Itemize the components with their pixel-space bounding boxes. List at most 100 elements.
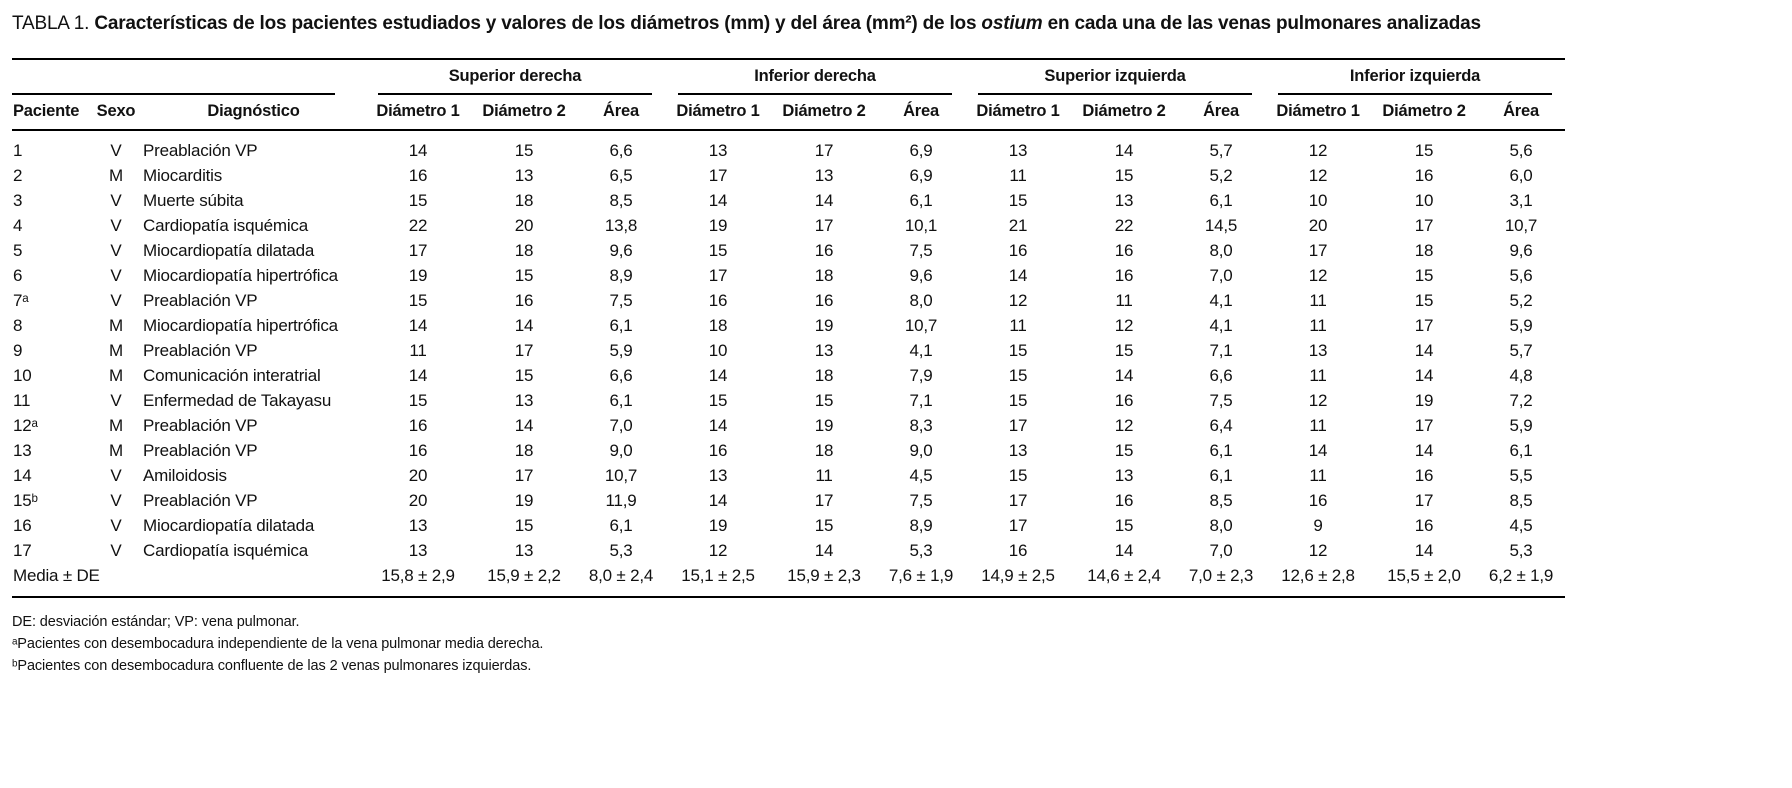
cell-value: 5,9 <box>609 341 633 360</box>
cell-value: 6,1 <box>909 191 933 210</box>
cell-value: 7,2 <box>1509 391 1533 410</box>
cell-value: 17 <box>814 141 834 160</box>
cell-value: 14 <box>708 491 728 510</box>
table-figure: TABLA 1. Características de los paciente… <box>12 10 1566 677</box>
cell-value: 16 <box>1114 241 1134 260</box>
table-row: 6 V Miocardiopatía hipertrófica 19 15 8,9 17 18… <box>12 264 1565 289</box>
cell-value: 13 <box>814 166 834 185</box>
cell-value: 6,4 <box>1209 416 1233 435</box>
cell-value: 14 <box>1308 441 1328 460</box>
cell-sexo: V <box>110 466 122 485</box>
cell-sexo: V <box>110 516 122 535</box>
cell-value: 10,7 <box>604 466 638 485</box>
col-header-diametro2: Diámetro 2 <box>471 95 577 131</box>
cell-value: 13 <box>814 341 834 360</box>
cell-value: 7,5 <box>909 491 933 510</box>
summary-value: 8,0 ± 2,4 <box>577 563 665 598</box>
summary-value: 15,9 ± 2,2 <box>471 563 577 598</box>
cell-value: 13 <box>1114 466 1134 485</box>
cell-value: 15 <box>1414 141 1434 160</box>
cell-value: 5,9 <box>1509 416 1533 435</box>
table-row: 13 M Preablación VP 16 18 9,0 16 18 9,0 13 15 6,1 14… <box>12 439 1565 464</box>
cell-value: 19 <box>708 516 728 535</box>
summary-value: 7,6 ± 1,9 <box>877 563 966 598</box>
cell-value: 15 <box>1114 516 1134 535</box>
cell-sexo: V <box>110 266 122 285</box>
cell-value: 16 <box>1414 516 1434 535</box>
group-header-inferior-izquierda: Inferior izquierda <box>1265 59 1565 95</box>
col-header-area: Área <box>877 95 966 131</box>
col-header-diametro2: Diámetro 2 <box>1071 95 1178 131</box>
cell-sexo: V <box>110 241 122 260</box>
cell-sexo: M <box>109 316 123 335</box>
cell-value: 9 <box>1313 516 1323 535</box>
cell-value: 14 <box>408 316 428 335</box>
cell-diagnostico: Preablación VP <box>143 141 258 160</box>
cell-value: 17 <box>1414 216 1434 235</box>
cell-diagnostico: Preablación VP <box>143 416 258 435</box>
col-header-sexo: Sexo <box>90 95 142 131</box>
cell-value: 14 <box>514 316 534 335</box>
cell-value: 16 <box>708 291 728 310</box>
cell-value: 6,1 <box>1509 441 1533 460</box>
cell-value: 6,6 <box>609 366 633 385</box>
left-block-rule <box>12 93 335 95</box>
cell-diagnostico: Miocarditis <box>143 166 223 185</box>
cell-sexo: M <box>109 341 123 360</box>
cell-value: 14 <box>1414 541 1434 560</box>
cell-paciente: 2 <box>13 166 23 185</box>
col-header-area: Área <box>577 95 665 131</box>
cell-value: 11 <box>1009 166 1027 185</box>
cell-value: 6,6 <box>1209 366 1233 385</box>
cell-value: 8,5 <box>1509 491 1533 510</box>
table-footnotes: DE: desviación estándar; VP: vena pulmon… <box>12 611 1565 677</box>
cell-value: 8,9 <box>909 516 933 535</box>
cell-value: 11,9 <box>605 491 637 510</box>
cell-value: 17 <box>1414 416 1434 435</box>
cell-value: 9,0 <box>609 441 633 460</box>
table-row: 4 V Cardiopatía isquémica 22 20 13,8 19 17 10,1 2… <box>12 214 1565 239</box>
cell-value: 11 <box>1009 316 1027 335</box>
cell-value: 14 <box>1414 341 1434 360</box>
cell-value: 19 <box>814 316 834 335</box>
cell-value: 12 <box>1308 266 1328 285</box>
cell-sexo: V <box>110 541 122 560</box>
cell-paciente: 11 <box>13 391 31 410</box>
col-header-diametro1: Diámetro 1 <box>365 95 471 131</box>
cell-value: 14,5 <box>1204 216 1238 235</box>
patients-table: Superior derecha Inferior derecha Superi… <box>12 58 1566 598</box>
cell-value: 10 <box>1414 191 1434 210</box>
table-row: 14 V Amiloidosis 20 17 10,7 13 11 4,5 15 13 6,1 11 16… <box>12 464 1565 489</box>
group-header-left-empty <box>12 59 365 95</box>
group-header-superior-derecha: Superior derecha <box>365 59 665 95</box>
cell-value: 17 <box>408 241 428 260</box>
cell-value: 12 <box>1308 141 1328 160</box>
footnote-a: ᵃPacientes con desembocadura independien… <box>12 636 544 652</box>
col-header-area: Área <box>1477 95 1566 131</box>
cell-value: 13 <box>708 466 728 485</box>
cell-value: 4,5 <box>1509 516 1533 535</box>
cell-value: 17 <box>514 466 534 485</box>
col-header-diagnostico: Diagnóstico <box>142 95 365 131</box>
cell-paciente: 16 <box>13 516 32 535</box>
cell-value: 7,1 <box>1209 341 1233 360</box>
cell-value: 20 <box>408 466 428 485</box>
cell-value: 5,9 <box>1509 316 1533 335</box>
table-caption-italic: ostium <box>981 13 1043 34</box>
cell-diagnostico: Preablación VP <box>143 441 258 460</box>
cell-value: 15 <box>408 191 428 210</box>
summary-value: 14,6 ± 2,4 <box>1071 563 1178 598</box>
cell-value: 15 <box>708 241 728 260</box>
summary-value: 6,2 ± 1,9 <box>1477 563 1566 598</box>
cell-value: 12 <box>1308 541 1328 560</box>
cell-value: 6,1 <box>1209 191 1233 210</box>
cell-value: 7,0 <box>1209 541 1233 560</box>
cell-value: 9,0 <box>909 441 933 460</box>
cell-diagnostico: Comunicación interatrial <box>143 366 321 385</box>
table-row: 15ᵇ V Preablación VP 20 19 11,9 14 17 7,5 17 16 8,5… <box>12 489 1565 514</box>
cell-diagnostico: Preablación VP <box>143 341 258 360</box>
cell-value: 17 <box>1414 491 1434 510</box>
cell-sexo: M <box>109 366 123 385</box>
cell-diagnostico: Muerte súbita <box>143 191 244 210</box>
cell-value: 18 <box>708 316 728 335</box>
